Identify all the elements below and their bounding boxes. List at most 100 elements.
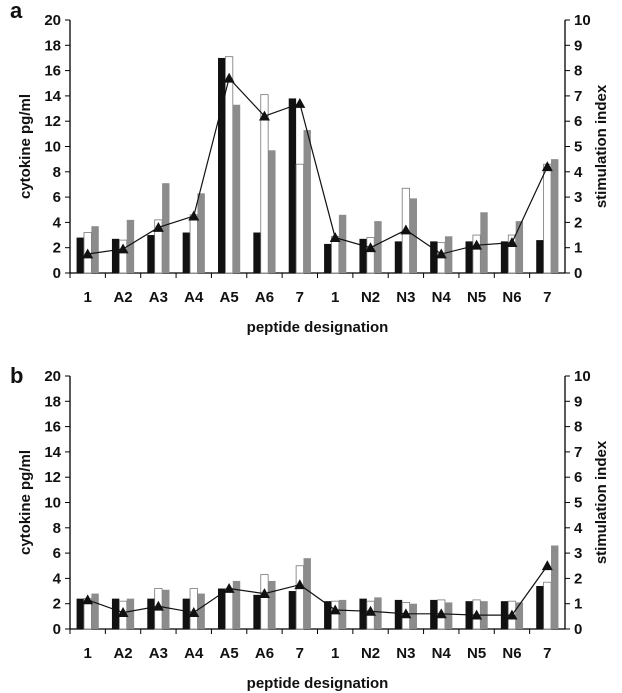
y2-tick-label: 4 xyxy=(574,164,583,181)
y-tick-label: 8 xyxy=(53,164,61,181)
x-tick-label: 1 xyxy=(331,645,339,662)
x-tick-label: A6 xyxy=(255,645,274,662)
bar-gray xyxy=(551,159,559,273)
bar-white xyxy=(543,581,552,630)
stimulation-index-point xyxy=(223,583,235,593)
x-tick-label: A2 xyxy=(113,289,132,306)
bar-white xyxy=(543,163,552,274)
bar-dark xyxy=(500,241,509,274)
bar-dark xyxy=(111,238,120,273)
x-tick-label: N5 xyxy=(467,289,486,306)
bar-dark xyxy=(288,591,297,629)
bar-dark xyxy=(324,601,332,629)
bar-gray xyxy=(91,593,99,629)
x-tick-label: N6 xyxy=(502,645,521,662)
y-tick-label: 14 xyxy=(44,88,61,105)
x-tick-label: 1 xyxy=(84,289,92,306)
stimulation-index-point xyxy=(541,161,553,172)
y2-tick-label: 5 xyxy=(574,495,582,512)
stimulation-index-point xyxy=(400,224,412,235)
bar-white xyxy=(295,565,304,630)
bar-gray xyxy=(338,214,347,273)
bar-gray xyxy=(409,603,417,629)
stimulation-index-point xyxy=(329,604,341,615)
y2-tick-label: 10 xyxy=(574,368,591,385)
stimulation-index-point xyxy=(117,243,129,254)
y-tick-label: 16 xyxy=(44,63,61,80)
stimulation-index-point xyxy=(258,110,270,121)
y2-tick-label: 8 xyxy=(574,419,582,436)
panel-letter: b xyxy=(10,363,23,388)
x-tick-label: N3 xyxy=(396,289,415,306)
y-tick-label: 6 xyxy=(53,189,61,206)
stimulation-index-point xyxy=(541,560,553,571)
bar-dark xyxy=(147,235,155,273)
stimulation-index-point xyxy=(258,588,270,598)
y2-tick-label: 9 xyxy=(574,393,582,410)
y2-tick-label: 4 xyxy=(574,520,583,537)
bar-gray xyxy=(162,183,170,273)
x-tick-label: A3 xyxy=(149,645,168,662)
x-tick-label: A6 xyxy=(255,289,274,306)
x-axis-title: peptide designation xyxy=(247,675,389,692)
bar-dark xyxy=(394,241,403,274)
y2-tick-label: 2 xyxy=(574,214,582,231)
bar-dark xyxy=(218,588,226,629)
y-tick-label: 4 xyxy=(53,214,62,231)
y-tick-label: 14 xyxy=(44,444,61,461)
stimulation-index-point xyxy=(471,239,483,250)
bar-gray xyxy=(338,599,347,629)
x-tick-label: N5 xyxy=(467,645,486,662)
bar-white xyxy=(260,574,269,630)
bar-dark xyxy=(76,598,84,629)
bar-dark xyxy=(324,243,332,273)
stimulation-index-point xyxy=(506,237,518,248)
x-tick-label: A5 xyxy=(220,289,239,306)
y-tick-label: 2 xyxy=(53,596,61,613)
y2-tick-label: 3 xyxy=(574,189,582,206)
x-tick-label: N2 xyxy=(361,289,380,306)
stimulation-index-point xyxy=(82,248,94,259)
bar-dark xyxy=(430,241,438,274)
y2-tick-label: 6 xyxy=(574,469,582,486)
x-tick-label: N6 xyxy=(502,289,521,306)
y2-tick-label: 6 xyxy=(574,113,582,130)
bar-dark xyxy=(394,599,403,629)
y-tick-label: 12 xyxy=(44,113,61,130)
stimulation-index-point xyxy=(435,248,447,259)
bar-gray xyxy=(162,589,170,629)
y2-tick-label: 0 xyxy=(574,265,582,282)
bar-gray xyxy=(480,212,488,273)
stimulation-index-point xyxy=(188,607,200,617)
y-axis-title: cytokine pg/ml xyxy=(17,450,34,555)
y2-tick-label: 10 xyxy=(574,12,591,29)
stimulation-index-point xyxy=(294,97,306,108)
y-tick-label: 18 xyxy=(44,37,61,54)
stimulation-index-point xyxy=(152,221,164,232)
x-tick-label: 1 xyxy=(84,645,92,662)
bar-gray xyxy=(303,130,311,273)
bar-gray xyxy=(515,221,524,273)
y2-tick-label: 7 xyxy=(574,444,582,461)
stimulation-index-point xyxy=(400,608,412,619)
x-tick-label: N2 xyxy=(361,645,380,662)
bar-dark xyxy=(253,232,261,273)
bar-dark xyxy=(465,241,473,274)
bar-gray xyxy=(444,602,453,629)
y-tick-label: 16 xyxy=(44,419,61,436)
stimulation-index-point xyxy=(329,232,341,242)
bar-dark xyxy=(147,598,155,629)
bar-gray xyxy=(197,193,205,273)
y2-tick-label: 5 xyxy=(574,139,582,156)
stimulation-index-line xyxy=(87,565,548,616)
y2-axis-title: stimulation index xyxy=(593,84,610,208)
stimulation-index-line xyxy=(87,76,548,255)
bar-gray xyxy=(91,226,99,273)
y2-tick-label: 3 xyxy=(574,545,582,562)
bar-white xyxy=(260,94,269,274)
y-tick-label: 10 xyxy=(44,495,61,512)
bar-dark xyxy=(430,599,438,629)
